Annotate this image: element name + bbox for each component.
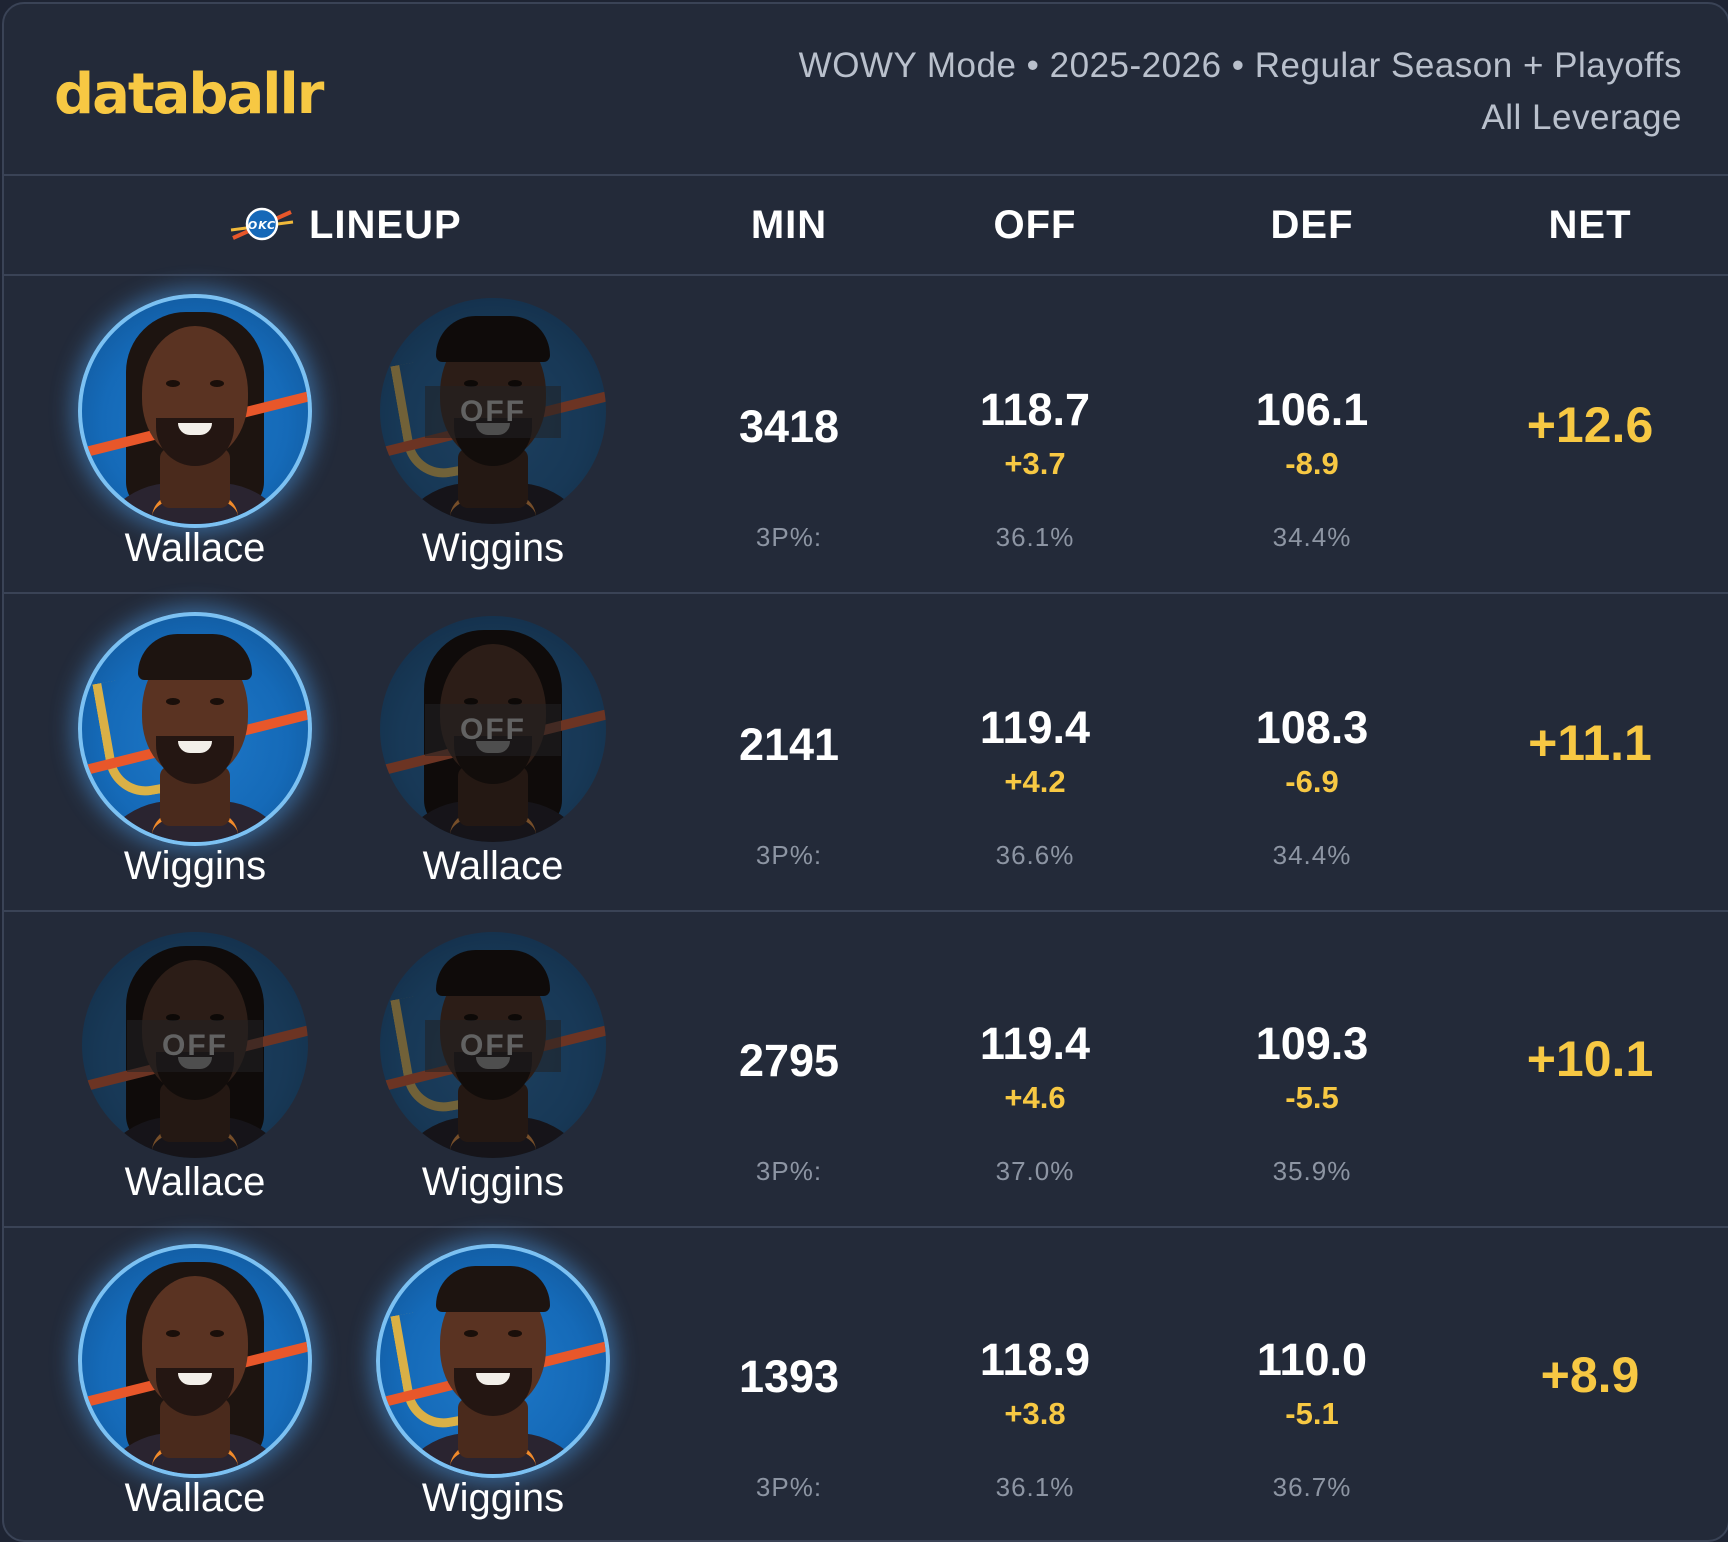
net-header[interactable]: NET bbox=[1548, 203, 1632, 247]
def-rating: 109.3 bbox=[1255, 1018, 1369, 1069]
three-pt-label: 3P%: bbox=[755, 522, 823, 552]
player-name: Wiggins bbox=[421, 526, 565, 570]
player-slot[interactable]: Wallace bbox=[78, 294, 312, 588]
off-header[interactable]: OFF bbox=[993, 203, 1077, 247]
player-headshot-icon: OFF bbox=[380, 298, 606, 524]
off-diff: +3.8 bbox=[1004, 1396, 1066, 1431]
off-diff: +4.6 bbox=[1004, 1080, 1066, 1115]
databallr-logo[interactable]: databallr bbox=[54, 62, 324, 127]
player-slot[interactable]: OFF Wallace bbox=[82, 932, 312, 1222]
net-rating: +11.1 bbox=[1528, 715, 1652, 771]
player-headshot-icon: OFF bbox=[380, 932, 606, 1158]
def-diff: -6.9 bbox=[1285, 764, 1339, 799]
off-badge: OFF bbox=[425, 386, 561, 438]
team-abbr: OKC bbox=[248, 219, 276, 232]
off-rating: 119.4 bbox=[979, 1018, 1091, 1069]
def-three-pt: 34.4% bbox=[1272, 522, 1352, 552]
def-rating: 110.0 bbox=[1256, 1334, 1368, 1385]
player-headshot-icon bbox=[78, 1244, 312, 1478]
lineup-header[interactable]: OKC LINEUP bbox=[229, 176, 489, 274]
lineup-row[interactable]: Wallace OFF Wiggins 3418 3P%: bbox=[4, 276, 1728, 594]
okc-thunder-logo-icon: OKC bbox=[230, 207, 294, 241]
net-rating: +8.9 bbox=[1540, 1347, 1640, 1403]
minutes-value: 1393 bbox=[738, 1351, 840, 1402]
def-rating: 106.1 bbox=[1255, 384, 1369, 435]
min-header[interactable]: MIN bbox=[750, 203, 828, 247]
player-slot[interactable]: OFF Wallace bbox=[380, 616, 610, 906]
net-rating: +12.6 bbox=[1526, 397, 1654, 453]
off-badge: OFF bbox=[127, 1020, 263, 1072]
off-rating: 118.7 bbox=[979, 384, 1091, 435]
def-header[interactable]: DEF bbox=[1270, 203, 1354, 247]
player-slot[interactable]: Wallace bbox=[78, 1244, 312, 1538]
three-pt-label: 3P%: bbox=[755, 1156, 823, 1186]
player-headshot-icon bbox=[78, 294, 312, 528]
lineup-row[interactable]: OFF Wallace OFF Wiggins 2795 bbox=[4, 910, 1728, 1228]
def-three-pt: 35.9% bbox=[1272, 1156, 1352, 1186]
player-slot[interactable]: Wiggins bbox=[376, 1244, 610, 1538]
column-headers: OKC LINEUP MIN OFF DEF NET bbox=[4, 176, 1728, 276]
player-headshot-icon bbox=[78, 612, 312, 846]
off-rating: 118.9 bbox=[979, 1334, 1091, 1385]
filter-line-1: WOWY Mode • 2025-2026 • Regular Season +… bbox=[798, 46, 1682, 85]
minutes-value: 2141 bbox=[738, 719, 840, 770]
off-rating: 119.4 bbox=[979, 702, 1091, 753]
player-headshot-icon: OFF bbox=[82, 932, 308, 1158]
three-pt-label: 3P%: bbox=[755, 840, 823, 870]
off-three-pt: 36.1% bbox=[995, 1472, 1075, 1502]
off-badge: OFF bbox=[425, 704, 561, 756]
player-name: Wallace bbox=[124, 1476, 266, 1520]
lineup-row[interactable]: Wiggins OFF Wallace 2141 3P%: bbox=[4, 594, 1728, 912]
player-name: Wallace bbox=[124, 526, 266, 570]
player-name: Wiggins bbox=[123, 844, 267, 888]
lineup-header-label: LINEUP bbox=[309, 203, 462, 247]
player-name: Wallace bbox=[422, 844, 564, 888]
player-slot[interactable]: Wiggins bbox=[78, 612, 312, 906]
player-name: Wiggins bbox=[421, 1476, 565, 1520]
player-slot[interactable]: OFF Wiggins bbox=[380, 932, 610, 1222]
off-badge: OFF bbox=[425, 1020, 561, 1072]
off-three-pt: 36.1% bbox=[995, 522, 1075, 552]
def-diff: -5.5 bbox=[1285, 1080, 1339, 1115]
def-three-pt: 36.7% bbox=[1272, 1472, 1352, 1502]
three-pt-label: 3P%: bbox=[755, 1472, 823, 1502]
header: databallr WOWY Mode • 2025-2026 • Regula… bbox=[4, 4, 1728, 176]
def-diff: -8.9 bbox=[1285, 446, 1339, 481]
minutes-value: 3418 bbox=[738, 401, 840, 452]
player-name: Wiggins bbox=[421, 1160, 565, 1204]
minutes-value: 2795 bbox=[738, 1035, 840, 1086]
def-diff: -5.1 bbox=[1285, 1396, 1339, 1431]
player-slot[interactable]: OFF Wiggins bbox=[380, 298, 610, 588]
filter-summary: WOWY Mode • 2025-2026 • Regular Season +… bbox=[799, 40, 1682, 144]
off-diff: +4.2 bbox=[1004, 764, 1066, 799]
off-three-pt: 36.6% bbox=[995, 840, 1075, 870]
off-three-pt: 37.0% bbox=[995, 1156, 1075, 1186]
lineup-row[interactable]: Wallace Wiggins 1393 3P%: 118 bbox=[4, 1226, 1728, 1540]
player-headshot-icon bbox=[376, 1244, 610, 1478]
net-rating: +10.1 bbox=[1526, 1031, 1654, 1087]
player-name: Wallace bbox=[124, 1160, 266, 1204]
player-headshot-icon: OFF bbox=[380, 616, 606, 842]
filter-line-2: All Leverage bbox=[1481, 98, 1682, 137]
off-diff: +3.7 bbox=[1004, 446, 1066, 481]
def-rating: 108.3 bbox=[1255, 702, 1369, 753]
def-three-pt: 34.4% bbox=[1272, 840, 1352, 870]
